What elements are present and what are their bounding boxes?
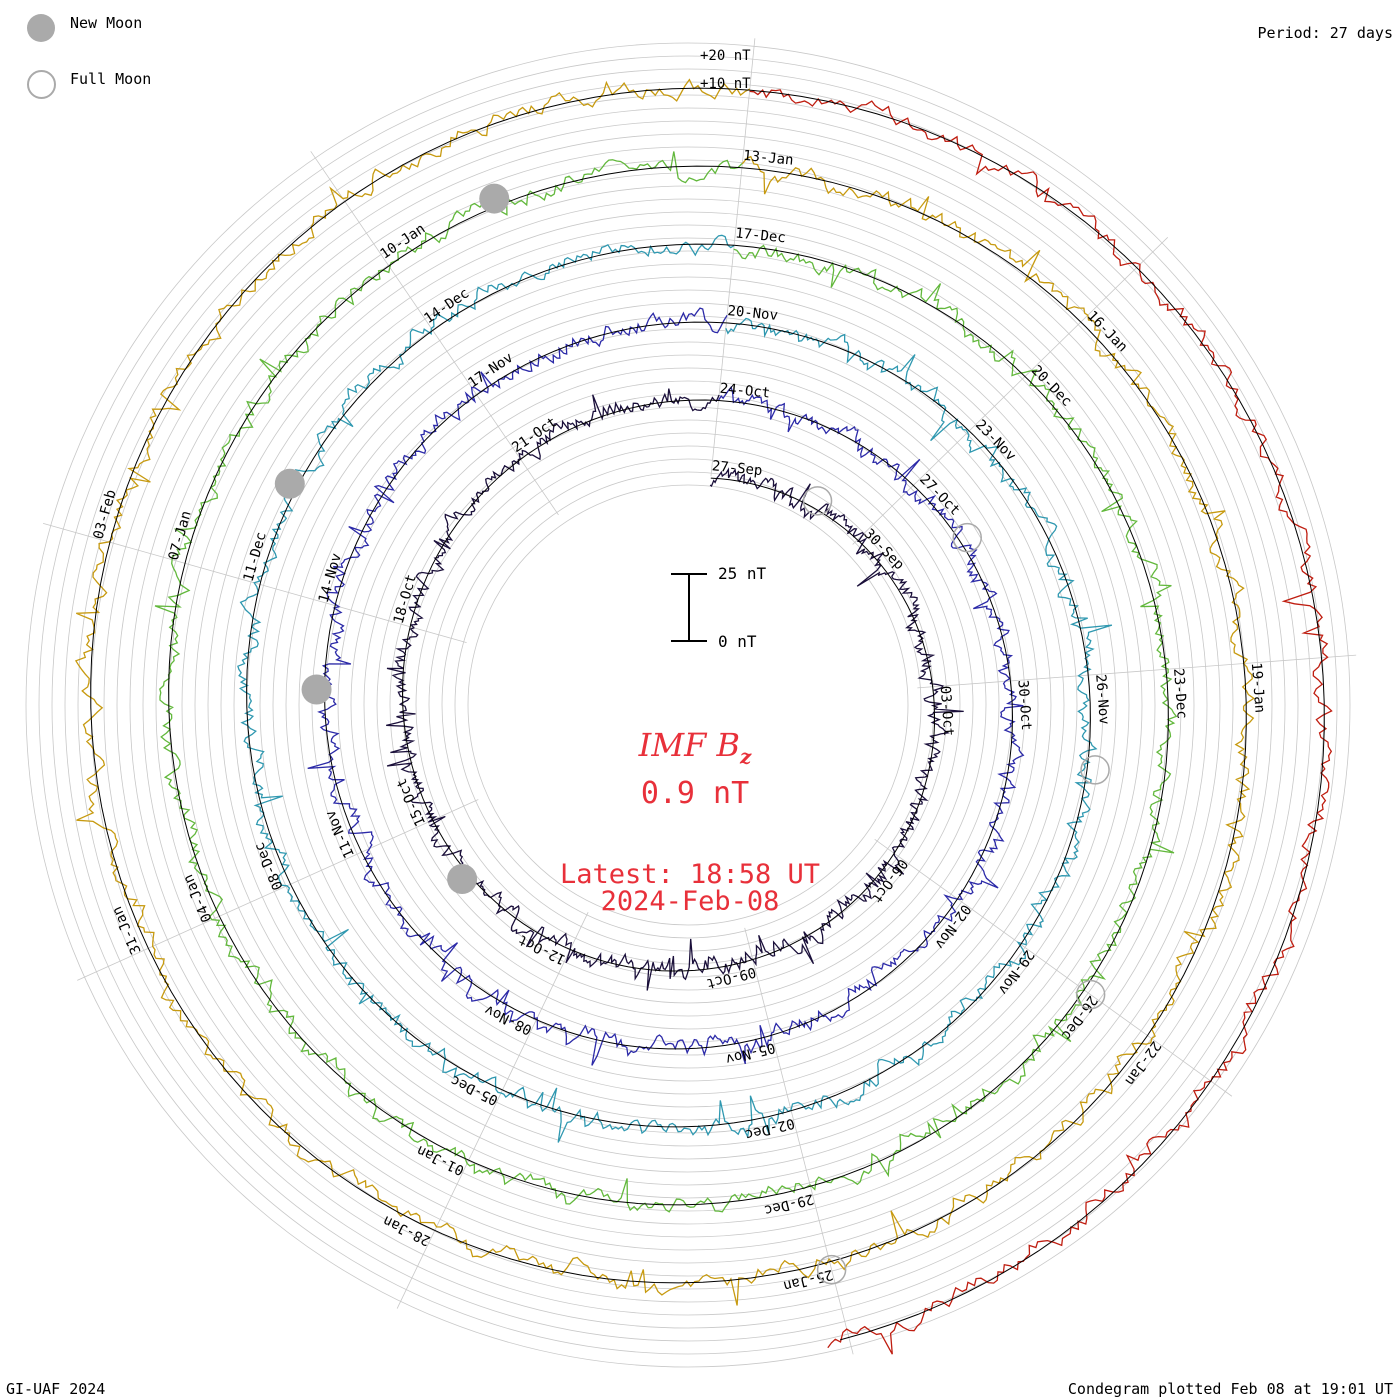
grid-rings (25, 42, 1351, 1368)
grid-ring (311, 328, 1065, 1082)
grid-ring (363, 380, 1013, 1030)
date-label: 17-Dec (735, 225, 787, 246)
bz-trace-turn-4 (154, 151, 1178, 1213)
date-label: 01-Jan (414, 1142, 467, 1178)
zero-baseline (401, 399, 935, 972)
date-label: 03-Oct (937, 685, 957, 737)
grid-ring (246, 263, 1130, 1147)
grid-ring (116, 133, 1260, 1277)
bz-trace-turn-2 (307, 307, 1025, 1066)
grid-ring (220, 237, 1156, 1173)
grid-ring (181, 198, 1195, 1212)
chart-title: IMF Bz (560, 726, 830, 768)
full-moon-marker (952, 522, 982, 553)
zero-baseline (749, 89, 1325, 1341)
grid-spokes (42, 38, 1357, 1355)
grid-ring (454, 471, 922, 939)
full-moon-marker (1080, 755, 1110, 785)
bz-trace-turn-3 (237, 234, 1113, 1143)
bz-traces (74, 78, 1333, 1355)
grid-ring (272, 289, 1104, 1121)
latest-date: 2024-Feb-08 (600, 886, 780, 917)
grid-ring (428, 445, 948, 965)
grid-ring (259, 276, 1117, 1134)
grid-spoke (77, 799, 479, 981)
date-label: 08-Nov (482, 1001, 535, 1037)
new-moon-marker (479, 183, 510, 214)
date-label: 26-Nov (1092, 674, 1112, 726)
grid-ring (376, 393, 1000, 1017)
date-label: 13-Jan (742, 148, 794, 169)
new-moon-icon (27, 14, 55, 42)
new-moon-legend-label: New Moon (70, 14, 143, 32)
full-moon-legend-label: Full Moon (70, 70, 152, 88)
grid-ring (155, 172, 1221, 1238)
full-moon-icon (27, 70, 56, 99)
grid-ring (64, 81, 1312, 1329)
new-moon-marker (301, 674, 332, 705)
full-moon-marker (816, 1254, 847, 1285)
new-moon-marker (447, 863, 478, 894)
date-label: 09-Oct (705, 963, 758, 991)
bz-trace-turn-6 (749, 89, 1333, 1355)
date-label: 30-Oct (1014, 679, 1034, 731)
new-moon-marker (274, 468, 305, 499)
grid-ring (415, 432, 961, 978)
grid-ring (389, 406, 987, 1004)
date-label: 27-Sep (711, 458, 763, 479)
chart-title-subscript: z (739, 744, 752, 769)
zero-baseline (168, 165, 1169, 1206)
plotted-timestamp: Condegram plotted Feb 08 at 19:01 UT (1067, 1380, 1393, 1398)
grid-spoke (310, 151, 559, 516)
date-label: 20-Nov (727, 303, 779, 324)
grid-spoke (852, 237, 1169, 545)
date-label: 28-Jan (381, 1212, 434, 1248)
zero-baseline (323, 321, 1014, 1050)
grid-ring (51, 68, 1325, 1342)
scale-bar-top-tick (671, 573, 707, 575)
full-moon-marker (1075, 979, 1106, 1010)
grid-ring (285, 302, 1091, 1108)
grid-ring (38, 55, 1338, 1355)
date-label: 23-Dec (1170, 668, 1190, 720)
scale-bar (688, 573, 690, 642)
grid-spoke (874, 838, 1233, 1097)
scale-bar-bottom-tick (671, 640, 707, 642)
full-moon-marker (802, 486, 833, 516)
grid-ring (129, 146, 1247, 1264)
moon-markers (274, 183, 1110, 1285)
zero-baseline (90, 87, 1247, 1284)
ring-label-20nt: +20 nT (700, 48, 751, 64)
grid-ring (350, 367, 1026, 1043)
current-value: 0.9 nT (640, 776, 750, 811)
grid-ring (194, 211, 1182, 1199)
ring-label-10nt: +10 nT (700, 76, 751, 92)
zero-baseline (246, 243, 1091, 1128)
chart-title-main: IMF B (638, 726, 740, 764)
credit-label: GI-UAF 2024 (6, 1380, 106, 1398)
date-label: 12-Oct (516, 931, 569, 967)
date-label: 24-Oct (719, 381, 771, 402)
grid-spoke (917, 654, 1357, 689)
scale-bar-bottom-label: 0 nT (718, 632, 757, 651)
grid-ring (25, 42, 1351, 1368)
grid-ring (337, 354, 1039, 1056)
bz-trace-turn-1 (386, 388, 964, 991)
grid-spoke (396, 912, 589, 1309)
grid-ring (233, 250, 1143, 1160)
latest-time: Latest: 18:58 UT (559, 859, 821, 890)
grid-ring (77, 94, 1299, 1316)
grid-ring (103, 120, 1273, 1290)
date-label: 06-Oct (868, 856, 911, 906)
scale-bar-top-label: 25 nT (718, 564, 767, 583)
date-label: 19-Jan (1248, 662, 1268, 714)
grid-ring (467, 484, 909, 926)
grid-spoke (710, 38, 756, 477)
grid-ring (142, 159, 1234, 1251)
period-label: Period: 27 days (1257, 24, 1393, 42)
